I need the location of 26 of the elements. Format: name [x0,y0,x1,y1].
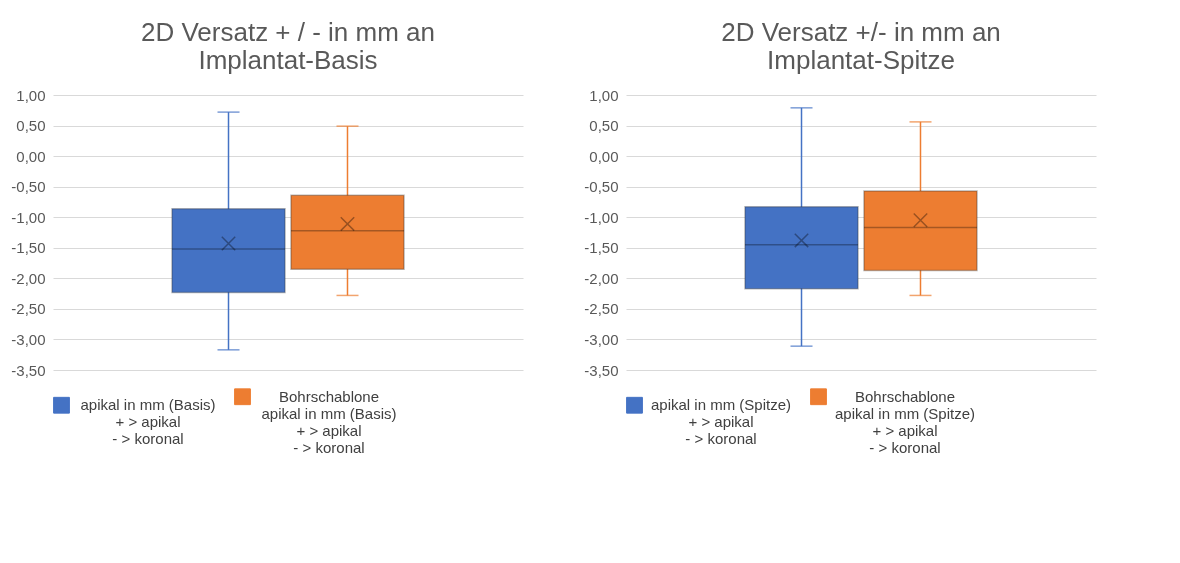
y-tick-label: 0,50 [16,117,46,135]
legend-label: Bohrschablone apikal in mm (Spitze) + > apikal - > koronal [834,387,976,456]
legend-label: apikal in mm (Basis) + > apikal - > koronal [80,396,216,448]
y-tick-label: -3,00 [584,330,619,348]
legend-label: apikal in mm (Spitze) + > apikal - > koronal [650,396,792,448]
y-tick-label: -2,00 [11,269,46,287]
y-tick-label: 0,00 [16,147,46,165]
y-tick-label: 1,00 [589,86,619,104]
y-tick-label: -1,50 [11,239,46,257]
y-tick-label: -1,00 [11,208,46,226]
y-tick-label: -3,50 [11,361,46,379]
y-tick-label: 1,00 [16,86,46,104]
chart-title: 2D Versatz +/- in mm an Implantat-Spitze [721,17,1001,75]
y-tick-label: -3,00 [11,330,46,348]
y-tick-label: -1,50 [584,239,619,257]
y-tick-label: -2,50 [11,300,46,318]
legend-label: Bohrschablone apikal in mm (Basis) + > apikal - > koronal [261,387,397,456]
y-tick-label: -0,50 [584,178,619,196]
y-tick-label: -1,00 [584,208,619,226]
chart-title: 2D Versatz + / - in mm an Implantat-Basis [140,17,436,75]
y-tick-label: -2,50 [584,300,619,318]
y-tick-label: 0,00 [589,147,619,165]
y-tick-label: 0,50 [589,117,619,135]
y-tick-label: -3,50 [584,361,619,379]
y-tick-label: -2,00 [584,269,619,287]
y-tick-label: -0,50 [11,178,46,196]
